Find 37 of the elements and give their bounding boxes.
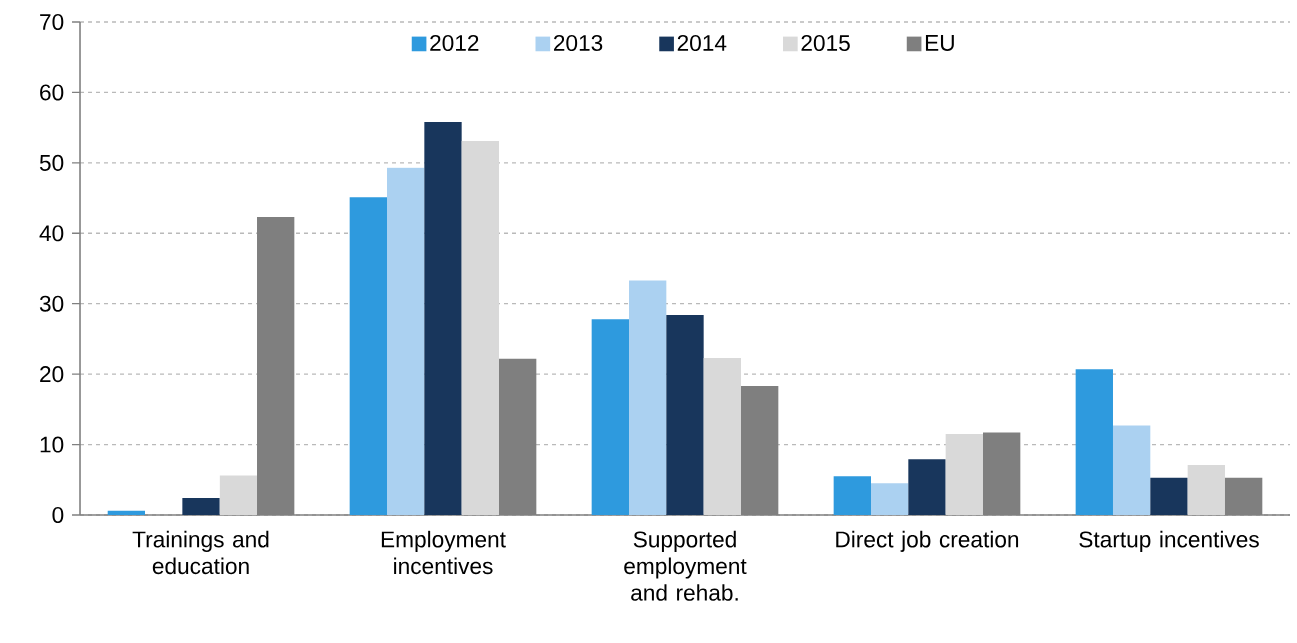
legend-label: 2015: [801, 34, 850, 52]
x-tick-label: Trainings and education: [132, 530, 269, 575]
y-tick-label: 10: [40, 436, 64, 453]
bar: [424, 122, 462, 515]
bar: [1150, 477, 1188, 515]
y-tick-label: 20: [40, 366, 64, 383]
y-tick-label: 40: [39, 225, 64, 242]
legend-label: EU: [925, 35, 954, 51]
bar: [1112, 425, 1151, 515]
bar: [908, 459, 946, 515]
x-tick-label: Startup incentives: [1079, 530, 1259, 552]
x-tick-label: Employment incentives: [381, 530, 506, 575]
y-tick-label: 0: [52, 506, 64, 524]
bar: [182, 498, 220, 515]
bar: [703, 357, 741, 515]
legend-label: 2014: [677, 34, 727, 52]
bar: [945, 433, 983, 515]
bar: [871, 483, 909, 515]
bar: [833, 476, 871, 515]
bar: [107, 510, 146, 515]
bar: [1075, 369, 1113, 515]
bar: [629, 280, 667, 515]
bar: [1187, 464, 1225, 515]
legend-label: 2012: [430, 34, 479, 52]
bar: [461, 141, 500, 515]
bar: [591, 319, 629, 515]
y-tick-label: 60: [40, 84, 64, 101]
x-tick-label: Supported employment and rehab.: [624, 530, 747, 601]
bar: [219, 475, 258, 515]
bar: [349, 197, 388, 515]
bar: [387, 167, 425, 515]
y-tick-label: 50: [39, 154, 64, 171]
legend-label: 2013: [553, 34, 603, 52]
y-tick-label: 30: [39, 295, 64, 312]
y-tick-label: 70: [40, 13, 64, 31]
x-tick-label: Direct job creation: [836, 530, 1019, 552]
bar: [666, 314, 704, 515]
